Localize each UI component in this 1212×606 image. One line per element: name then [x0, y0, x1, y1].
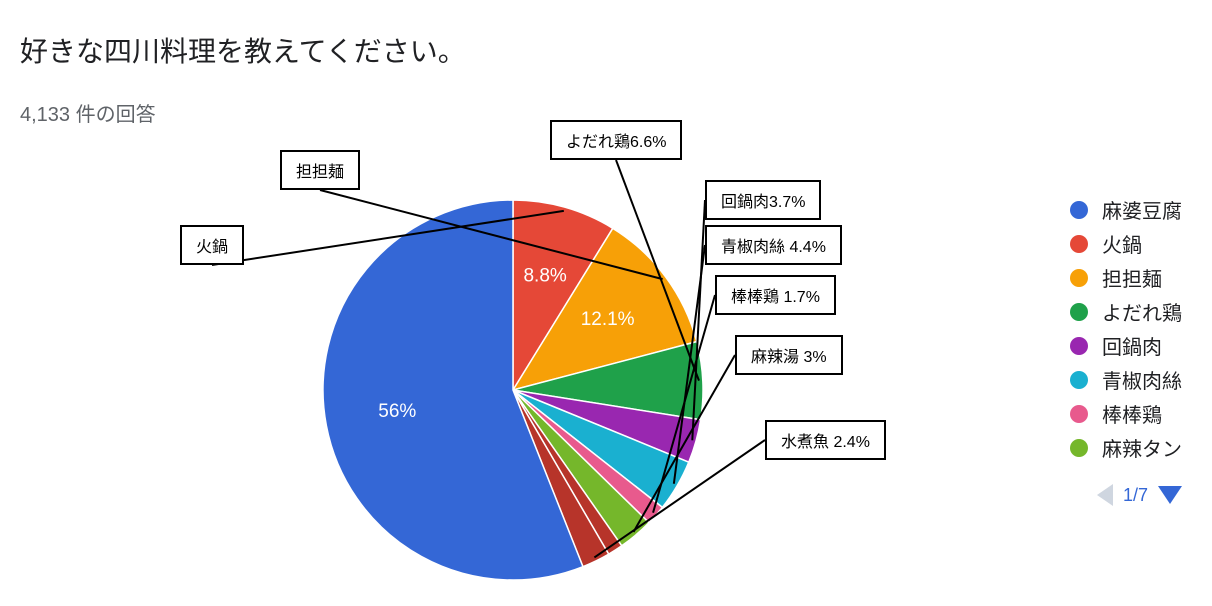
- callout-line: [320, 190, 663, 279]
- pager-text: 1/7: [1123, 485, 1148, 506]
- callout-label: 水煮魚 2.4%: [765, 420, 886, 460]
- legend-label: 火鍋: [1102, 229, 1142, 258]
- legend-label: よだれ鶏: [1102, 297, 1182, 326]
- legend-label: 麻婆豆腐: [1102, 195, 1182, 224]
- callout-line: [594, 440, 765, 557]
- pager-prev-icon[interactable]: [1097, 484, 1113, 506]
- callout-label: 火鍋: [180, 225, 244, 265]
- legend-color-dot: [1070, 269, 1088, 287]
- legend-pager: 1/7: [1070, 484, 1182, 506]
- callout-line: [633, 355, 735, 532]
- legend-color-dot: [1070, 201, 1088, 219]
- legend-color-dot: [1070, 439, 1088, 457]
- callout-label: よだれ鶏6.6%: [550, 120, 682, 160]
- legend-label: 青椒肉絲: [1102, 365, 1182, 394]
- legend-label: 棒棒鶏: [1102, 399, 1162, 428]
- callout-label: 麻辣湯 3%: [735, 335, 843, 375]
- legend: 麻婆豆腐火鍋担担麺よだれ鶏回鍋肉青椒肉絲棒棒鶏麻辣タン 1/7: [1070, 190, 1182, 506]
- callout-lines: [140, 120, 1040, 580]
- legend-color-dot: [1070, 371, 1088, 389]
- callout-label: 棒棒鶏 1.7%: [715, 275, 836, 315]
- legend-item[interactable]: 棒棒鶏: [1070, 399, 1182, 428]
- legend-item[interactable]: 麻婆豆腐: [1070, 195, 1182, 224]
- legend-item[interactable]: 回鍋肉: [1070, 331, 1182, 360]
- chart-title: 好きな四川料理を教えてください。: [20, 30, 1192, 70]
- legend-item[interactable]: 青椒肉絲: [1070, 365, 1182, 394]
- legend-item[interactable]: 火鍋: [1070, 229, 1182, 258]
- legend-color-dot: [1070, 405, 1088, 423]
- legend-color-dot: [1070, 303, 1088, 321]
- callout-label: 回鍋肉3.7%: [705, 180, 821, 220]
- callout-line: [212, 211, 564, 265]
- legend-item[interactable]: 麻辣タン: [1070, 433, 1182, 462]
- legend-label: 回鍋肉: [1102, 331, 1162, 360]
- legend-color-dot: [1070, 337, 1088, 355]
- legend-label: 担担麺: [1102, 263, 1162, 292]
- callout-line: [674, 245, 705, 484]
- callout-label: 青椒肉絲 4.4%: [705, 225, 842, 265]
- legend-item[interactable]: よだれ鶏: [1070, 297, 1182, 326]
- pager-next-icon[interactable]: [1158, 486, 1182, 504]
- legend-color-dot: [1070, 235, 1088, 253]
- legend-label: 麻辣タン: [1102, 433, 1182, 462]
- callout-label: 担担麺: [280, 150, 360, 190]
- legend-item[interactable]: 担担麺: [1070, 263, 1182, 292]
- chart-area: 8.8%12.1%56% 火鍋担担麺よだれ鶏6.6%回鍋肉3.7%青椒肉絲 4.…: [140, 120, 1040, 580]
